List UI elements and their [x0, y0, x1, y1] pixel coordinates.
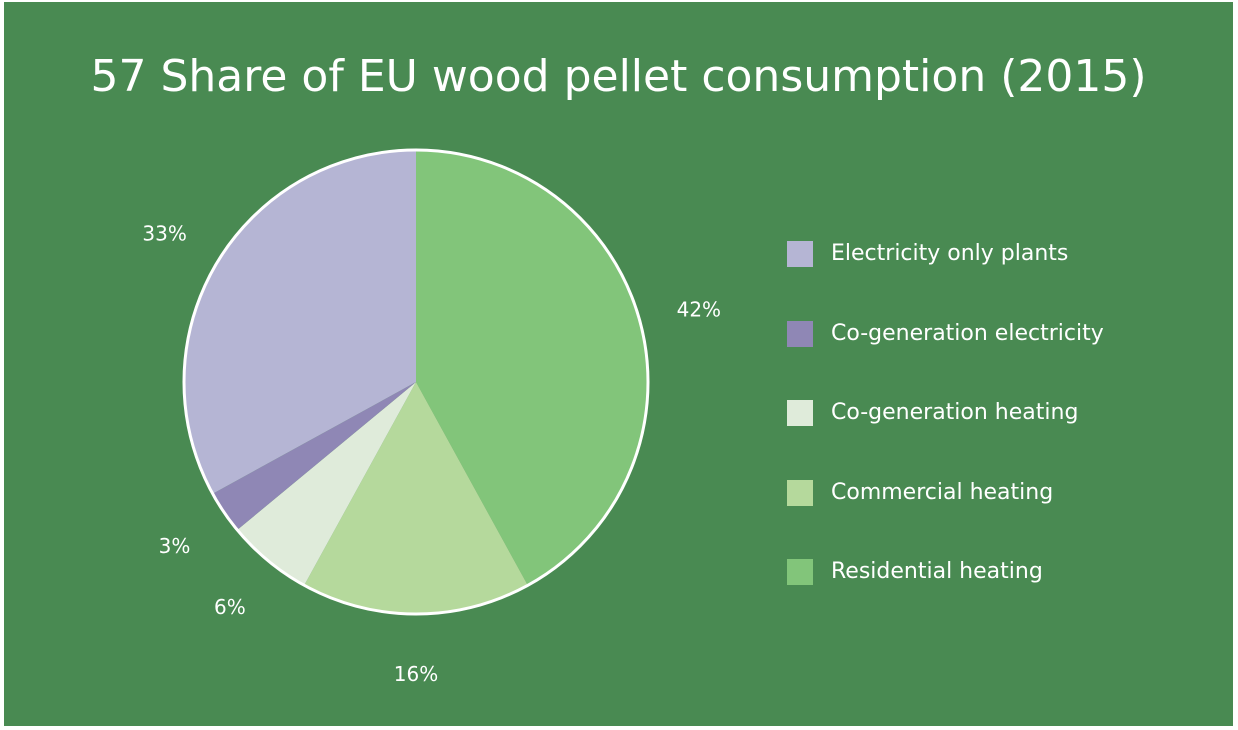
legend-label: Co-generation electricity: [831, 320, 1104, 346]
legend-label: Co-generation heating: [831, 400, 1079, 425]
chart-title: 57 Share of EU wood pellet consumption (…: [90, 51, 1147, 102]
pie-slice-electricity-only-plants: [184, 150, 416, 494]
slice-label-residential-heating: 42%: [677, 297, 721, 321]
pie-slice-co-generation-electricity: [212, 382, 416, 530]
legend-item-commercial-heating: Commercial heating: [787, 476, 1207, 516]
legend-swatch: [787, 400, 813, 426]
slice-label-co-generation-electricity: 3%: [159, 534, 191, 558]
legend-swatch: [787, 241, 813, 267]
legend-swatch: [787, 320, 813, 347]
slice-label-commercial-heating: 16%: [394, 662, 438, 686]
chart-panel: 57 Share of EU wood pellet consumption (…: [4, 2, 1233, 726]
pie-slice-co-generation-heating: [237, 382, 416, 586]
legend-label: Commercial heating: [831, 479, 1054, 505]
legend-label: Electricity only plants: [831, 241, 1069, 266]
pie-chart: 42% 16% 6% 3% 33%: [142, 148, 721, 686]
legend-item-residential-heating: Residential heating: [787, 555, 1207, 595]
pie-slice-commercial-heating: [304, 382, 528, 615]
legend-item-electricity-only-plants: Electricity only plants: [787, 237, 1207, 277]
pie-outline: [182, 148, 650, 616]
legend-swatch: [787, 559, 813, 585]
legend-swatch: [787, 479, 813, 506]
slice-label-electricity-only-plants: 33%: [142, 221, 186, 245]
pie-slice-residential-heating: [416, 150, 648, 586]
slice-label-co-generation-heating: 6%: [214, 595, 246, 619]
legend-item-co-generation-electricity: Co-generation electricity: [787, 317, 1207, 357]
legend-label: Residential heating: [831, 559, 1043, 584]
legend-item-co-generation-heating: Co-generation heating: [787, 396, 1207, 436]
